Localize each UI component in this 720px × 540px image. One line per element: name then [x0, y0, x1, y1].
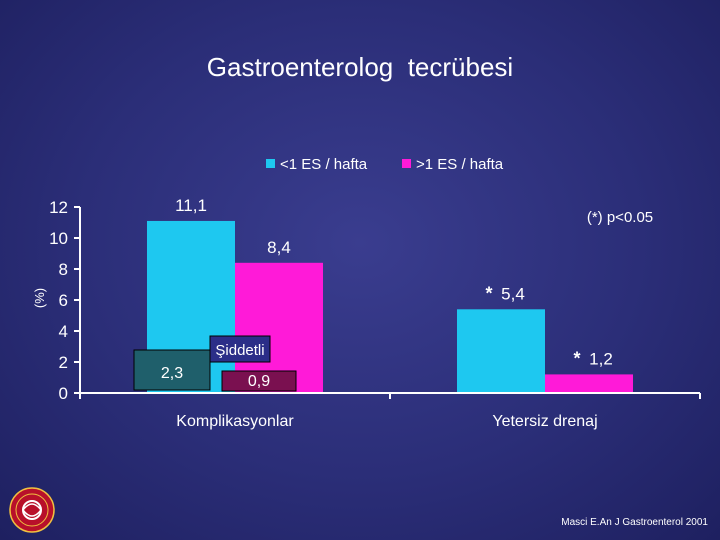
y-axis: 0 2 4 6 8 10 12 — [49, 198, 81, 403]
inset-title: Şiddetli — [215, 342, 264, 359]
x-category-label: Komplikasyonlar — [176, 413, 294, 430]
legend-label: <1 ES / hafta — [280, 156, 368, 173]
citation: Masci E.An J Gastroenterol 2001 — [561, 517, 708, 528]
legend-label: >1 ES / hafta — [416, 156, 504, 173]
y-tick-label: 8 — [59, 260, 68, 279]
x-category-label: Yetersiz drenaj — [492, 413, 597, 430]
bar-value-label: 5,4 — [501, 284, 525, 303]
significance-asterisk: * — [573, 348, 580, 368]
y-tick-label: 12 — [49, 198, 68, 217]
y-tick-label: 0 — [59, 384, 68, 403]
inset-bar-label: 2,3 — [161, 365, 183, 382]
y-axis-label: (%) — [32, 288, 47, 308]
inset-bar — [221, 370, 297, 392]
legend-swatch — [266, 159, 275, 168]
y-tick-label: 2 — [59, 353, 68, 372]
y-tick-label: 4 — [59, 322, 68, 341]
y-tick-label: 6 — [59, 291, 68, 310]
slide-title: Gastroenterolog tecrübesi — [206, 52, 514, 82]
chart-legend: <1 ES / hafta >1 ES / hafta — [266, 156, 504, 173]
inset-bar-label: 0,9 — [248, 373, 270, 390]
university-seal-icon — [9, 487, 55, 533]
bar-series: 11,1 5,4 8,4 1,2 * * — [147, 196, 633, 393]
legend-swatch — [402, 159, 411, 168]
bar-value-label: 8,4 — [267, 238, 291, 257]
bar-value-label: 1,2 — [589, 349, 613, 368]
inset-bar — [133, 349, 211, 391]
severe-inset: 2,3 0,9 Şiddetli — [133, 335, 297, 392]
bar-value-label: 11,1 — [175, 196, 207, 215]
bar — [545, 374, 633, 393]
y-tick-label: 10 — [49, 229, 68, 248]
x-axis: Komplikasyonlar Yetersiz drenaj — [79, 392, 701, 430]
significance-note: (*) p<0.05 — [587, 209, 653, 226]
bar — [457, 309, 545, 393]
significance-asterisk: * — [485, 283, 492, 303]
inset-title-box — [209, 335, 271, 363]
